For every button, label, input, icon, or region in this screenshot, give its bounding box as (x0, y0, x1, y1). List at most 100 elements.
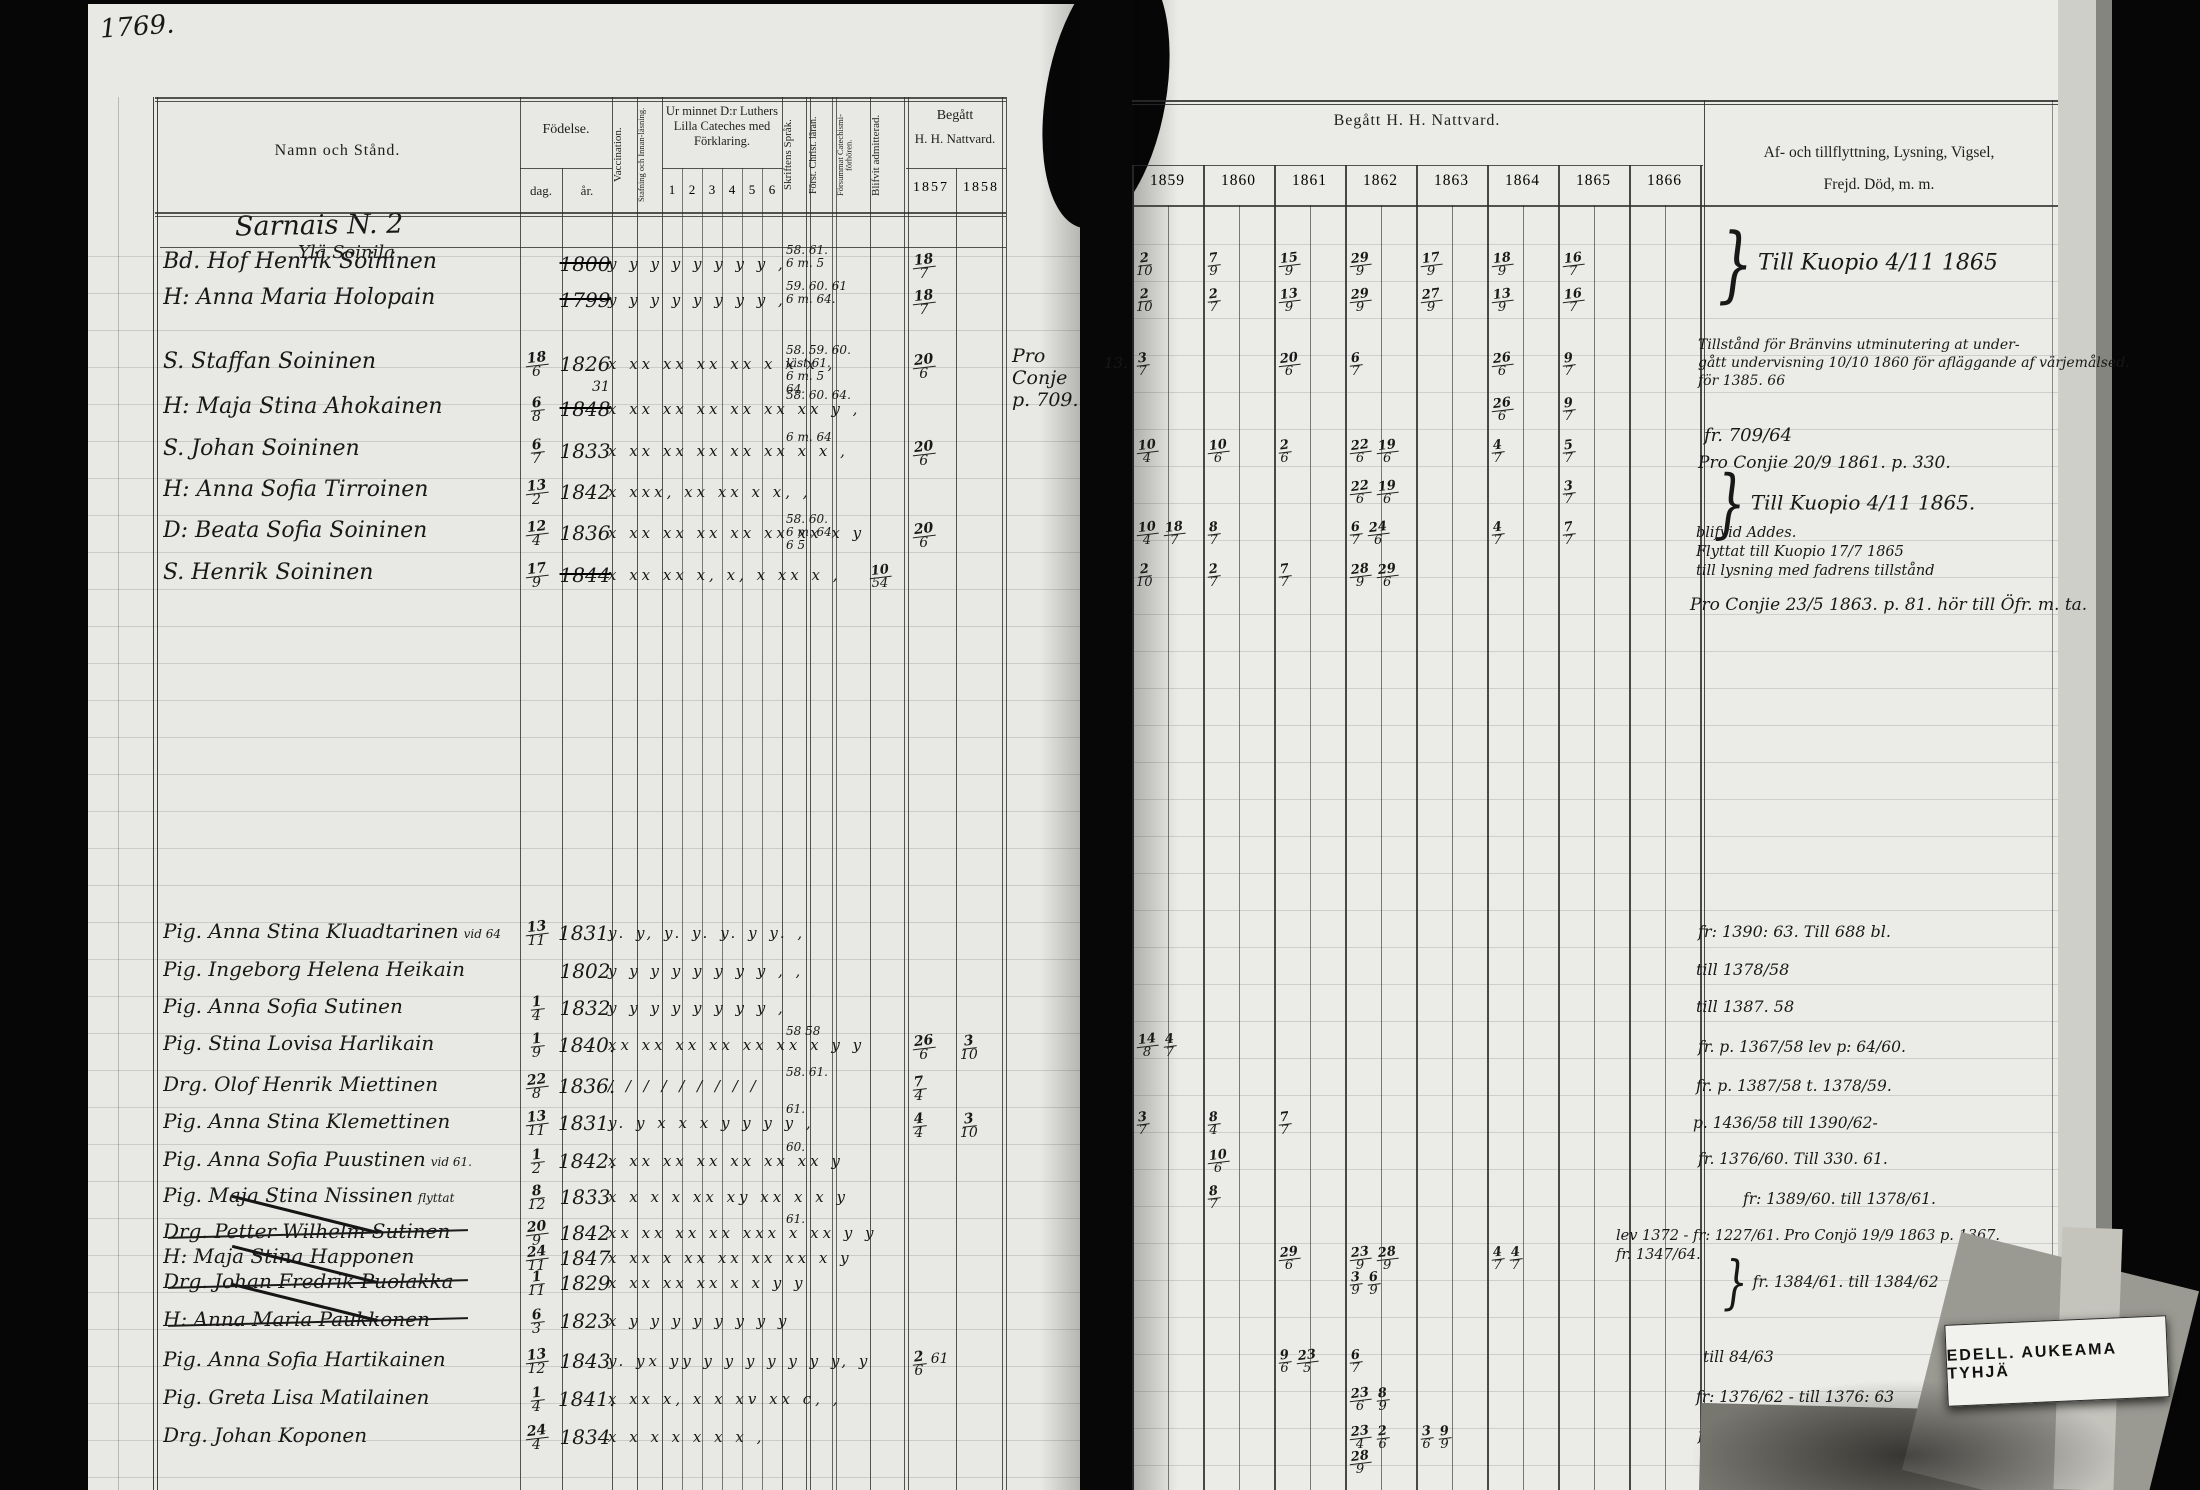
register-row-name: S. Staffan Soininen (163, 349, 377, 374)
communion-1857: 18 7 (911, 251, 958, 281)
col-header-name: Namn och Stånd. (274, 142, 401, 159)
register-row-name: S. Henrik Soininen (163, 560, 374, 585)
birth-year: 1844 (559, 563, 611, 587)
table-rule (810, 97, 811, 1490)
birth-year: 1842 (559, 1221, 611, 1245)
birth-year: 1799 (559, 288, 611, 312)
table-rule (1132, 165, 1703, 166)
catechism-marks: y. yx yy y y y y y y y, y (608, 1352, 872, 1370)
catechism-marks: x xx xx xx xx xx xx x y (608, 524, 866, 542)
date-fraction: 20 9 (523, 1217, 549, 1249)
annotation-note: } Till Kuopio 4/11 1865. (1714, 460, 1976, 548)
date-fraction: 26 6 (1490, 394, 1514, 424)
date-fraction: 10 6 (1206, 1146, 1230, 1176)
birth-day: 13 12 (518, 1345, 560, 1377)
annotation-header-line1: Af- och tillflyttning, Lysning, Vigsel, (1763, 144, 1995, 161)
birth-year: 1842 (559, 480, 611, 504)
annotation-note: fr: 1390: 63. Till 688 bl. (1698, 922, 1891, 941)
annotation-note: lev 1372 - fr: 1227/61. Pro Conjö 19/9 1… (1616, 1228, 2001, 1263)
birth-year: 1826 (559, 352, 611, 376)
register-row-name: Pig. Anna Sofia Puustinen vid 61. (163, 1147, 472, 1171)
annotation-note: } Till Kuopio 4/11 1865 (1718, 215, 1998, 312)
date-fraction: 20 6 (911, 350, 937, 382)
birth-day: 1 11 (518, 1268, 560, 1297)
date-fraction: 23 9 (1348, 1243, 1372, 1273)
register-row-name: Pig. Anna Stina Kluadtarinen vid 64 (163, 919, 502, 943)
register-row-name: Pig. Anna Stina Klemettinen (163, 1109, 451, 1133)
table-rule (1416, 165, 1418, 1490)
col-header-communion-begatt: Begått (936, 108, 974, 123)
date-fraction: 20 6 (911, 437, 937, 469)
date-fraction: 28 9 (1348, 1447, 1372, 1477)
date-fraction: 22 8 (523, 1070, 549, 1102)
table-rule (1664, 205, 1666, 1490)
register-row-name: Drg. Olof Henrik Miettinen (163, 1072, 439, 1096)
page-number: 1769. (99, 9, 176, 45)
table-rule (155, 101, 1006, 102)
catechism-col-number: 5 (748, 182, 756, 197)
communion-cell: 23 4 2 6 28 9 (1348, 1423, 1419, 1477)
village-title: Sarnais N. 2 (234, 208, 404, 243)
year-cell: 1864 (1505, 172, 1540, 189)
date-fraction: 14 8 (1135, 1030, 1159, 1060)
table-rule (1132, 100, 2058, 102)
table-rule (870, 97, 871, 1490)
date-fraction: 10 4 (1135, 436, 1159, 466)
register-row-name: Pig. Maja Stina Nissinen flyttat (163, 1183, 455, 1207)
date-fraction: 13 11 (523, 1107, 549, 1139)
year-cell: 1863 (1434, 172, 1469, 189)
table-rule (742, 168, 743, 1490)
date-fraction: 26 6 (911, 1031, 937, 1063)
communion-cell: 23 9 28 9 (1348, 1243, 1419, 1273)
table-rule (1002, 97, 1003, 1490)
communion-cell: 26 6 (1490, 394, 1561, 424)
catechism-marks: x x x x xx xy xx x x y (608, 1188, 849, 1206)
table-rule (520, 168, 612, 169)
communion-cell: 22 6 19 6 (1348, 437, 1419, 465)
communion-cell: 20 6 (1277, 350, 1348, 378)
birth-year: 1836 (559, 521, 611, 545)
table-rule (1700, 165, 1702, 1490)
birth-year: 1840. (558, 1033, 616, 1057)
scripture-note: 6 m. 64 (786, 430, 832, 444)
catechism-marks: x xx x, x x xv xx c, , (608, 1390, 842, 1408)
table-rule (682, 168, 683, 1490)
birth-day: 12 4 (518, 518, 560, 548)
book-binding (1080, 0, 1134, 1490)
date-fraction: 17 9 (523, 559, 549, 591)
birth-day: 20 9 (518, 1217, 560, 1249)
date-fraction: 13 12 (523, 1345, 549, 1377)
table-rule (1345, 165, 1347, 1490)
annotation-note: fr. 1376/60. Till 330. 61. (1698, 1150, 1888, 1168)
birth-day: 18 6 (518, 349, 560, 379)
catechism-col-number: 2 (688, 182, 696, 197)
table-rule (157, 97, 158, 1490)
communion-1857: 26 6 (911, 1031, 958, 1063)
annotation-note: Pro Conjie 20/9 1861. p. 330. (1698, 453, 1951, 473)
date-fraction: 18 9 (1490, 249, 1514, 279)
annotation-note: fr: 1389/60. till 1378/61. (1743, 1190, 1936, 1208)
communion-cell: 10 4 (1135, 436, 1206, 466)
annotation-note: fr. 709/64 (1704, 425, 1793, 446)
table-rule (1132, 165, 1134, 1490)
catechism-marks: x xxx, xx xx x x, , (608, 483, 812, 501)
communion-cell: 26 6 (1490, 350, 1561, 378)
table-rule (702, 168, 703, 1490)
